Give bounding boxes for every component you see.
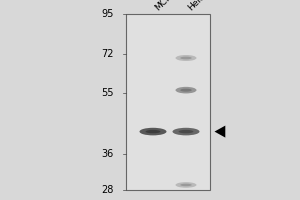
Text: 55: 55 (101, 88, 114, 98)
Text: 95: 95 (102, 9, 114, 19)
Polygon shape (214, 126, 225, 138)
Ellipse shape (180, 89, 192, 92)
Ellipse shape (180, 57, 192, 59)
Text: MCF-7: MCF-7 (153, 0, 179, 12)
Ellipse shape (176, 182, 197, 188)
Text: Hela: Hela (186, 0, 207, 12)
Text: 72: 72 (101, 49, 114, 59)
Ellipse shape (180, 184, 192, 186)
Ellipse shape (176, 87, 197, 93)
Ellipse shape (178, 130, 194, 133)
Ellipse shape (140, 128, 166, 135)
Ellipse shape (172, 128, 200, 135)
Text: 28: 28 (102, 185, 114, 195)
Text: 36: 36 (102, 149, 114, 159)
FancyBboxPatch shape (126, 14, 210, 190)
Ellipse shape (146, 130, 160, 133)
Ellipse shape (176, 55, 197, 61)
